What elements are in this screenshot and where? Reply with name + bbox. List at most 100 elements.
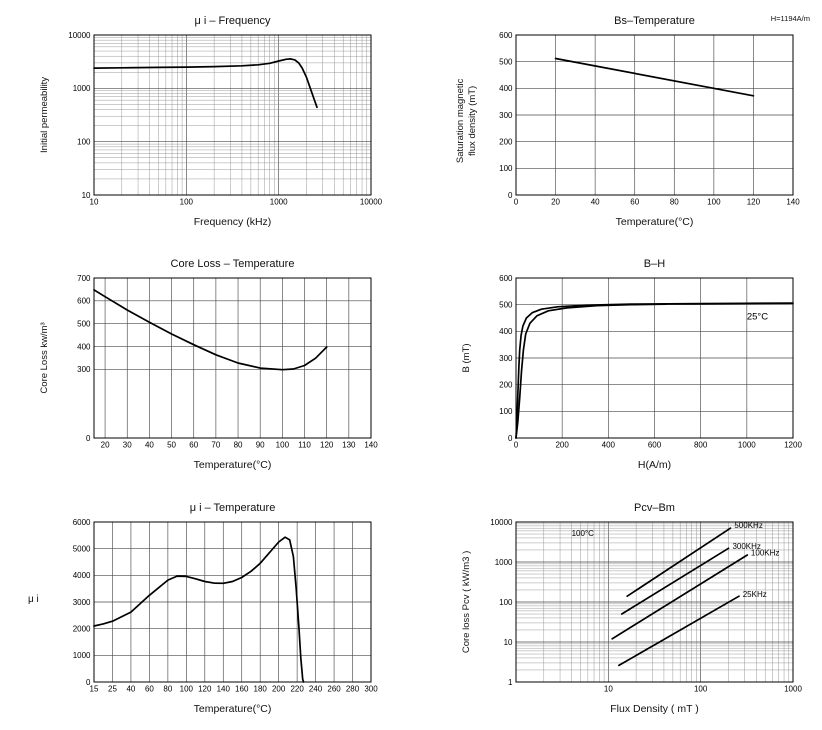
svg-text:10: 10 — [504, 637, 513, 646]
chart-title: Bs–Temperature — [614, 15, 695, 27]
svg-text:40: 40 — [126, 684, 135, 693]
svg-text:200: 200 — [272, 684, 286, 693]
plot-mu-frequency: 10 100 1000 10000 10 100 1000 10000 — [50, 29, 385, 215]
svg-text:0: 0 — [508, 191, 513, 200]
svg-text:600: 600 — [648, 441, 662, 450]
plot-mu-temperature: 15 25 40 60 80 100 120 140 160 180 200 220 240 260 280… — [50, 515, 385, 702]
chart-title: μ i – Frequency — [194, 15, 271, 27]
svg-text:0: 0 — [514, 198, 519, 207]
svg-text:500: 500 — [77, 320, 91, 329]
svg-text:100°C: 100°C — [572, 528, 595, 537]
svg-text:2000: 2000 — [73, 624, 91, 633]
chart-bs-temperature: H=1194A/m Bs–Temperature Saturation magn… — [411, 0, 822, 243]
svg-text:200: 200 — [499, 137, 513, 146]
svg-text:100: 100 — [77, 137, 91, 146]
svg-text:10000: 10000 — [360, 198, 383, 207]
y-axis-label: μ i — [28, 593, 39, 605]
svg-text:120: 120 — [747, 198, 761, 207]
svg-text:10000: 10000 — [490, 517, 513, 526]
svg-text:280: 280 — [346, 684, 360, 693]
plot-coreloss-temperature: 20 30 40 50 60 70 80 90 100 110 120 130 140 0 300 400 50… — [50, 272, 385, 458]
svg-text:400: 400 — [499, 84, 513, 93]
svg-text:400: 400 — [77, 342, 91, 351]
svg-text:5000: 5000 — [73, 544, 91, 553]
svg-text:400: 400 — [602, 441, 616, 450]
y-axis-label: Core Loss kw/m³ — [39, 322, 51, 394]
svg-text:260: 260 — [327, 684, 341, 693]
svg-text:0: 0 — [514, 441, 519, 450]
svg-text:80: 80 — [670, 198, 679, 207]
svg-text:160: 160 — [235, 684, 249, 693]
svg-text:60: 60 — [630, 198, 639, 207]
svg-text:1000: 1000 — [738, 441, 756, 450]
svg-text:180: 180 — [254, 684, 268, 693]
svg-text:50: 50 — [167, 441, 176, 450]
svg-text:10: 10 — [82, 191, 91, 200]
svg-text:220: 220 — [290, 684, 304, 693]
svg-text:20: 20 — [101, 441, 110, 450]
svg-text:0: 0 — [508, 434, 513, 443]
svg-text:60: 60 — [189, 441, 198, 450]
svg-text:600: 600 — [499, 31, 513, 40]
svg-text:600: 600 — [77, 297, 91, 306]
test-condition-note: H=1194A/m — [770, 14, 810, 23]
chart-area: Saturation magnetic flux density (mT) 0 2… — [448, 29, 807, 215]
svg-text:600: 600 — [499, 274, 513, 283]
svg-text:20: 20 — [551, 198, 560, 207]
chart-area: B (mT) 0 200 400 600 800 1000 1200 0 100 200 300 40… — [448, 272, 807, 458]
svg-text:200: 200 — [555, 441, 569, 450]
x-axis-label: Temperature(°C) — [615, 216, 694, 228]
chart-mu-temperature: μ i – Temperature μ i 15 25 40 60 80 100 120 14… — [0, 486, 411, 730]
x-axis-label: Temperature(°C) — [193, 459, 272, 471]
svg-text:300KHz: 300KHz — [732, 542, 760, 551]
svg-text:4000: 4000 — [73, 571, 91, 580]
svg-text:80: 80 — [163, 684, 172, 693]
svg-text:140: 140 — [217, 684, 231, 693]
chart-title: μ i – Temperature — [189, 501, 276, 514]
svg-text:700: 700 — [77, 274, 91, 283]
svg-text:110: 110 — [298, 441, 311, 450]
svg-text:300: 300 — [499, 111, 513, 120]
svg-text:100: 100 — [707, 198, 721, 207]
svg-text:90: 90 — [256, 441, 265, 450]
plot-b-h: 0 200 400 600 800 1000 1200 0 100 200 300 400 500 600… — [472, 272, 807, 458]
chart-coreloss-temperature: Core Loss – Temperature Core Loss kw/m³ … — [0, 243, 411, 486]
svg-text:100: 100 — [499, 597, 513, 606]
chart-title: B–H — [643, 258, 666, 270]
svg-text:120: 120 — [198, 684, 212, 693]
svg-text:300: 300 — [364, 684, 378, 693]
svg-text:1000: 1000 — [73, 651, 91, 660]
svg-text:80: 80 — [234, 441, 243, 450]
svg-text:70: 70 — [211, 441, 220, 450]
svg-text:40: 40 — [145, 441, 154, 450]
plot-pcv-bm: 10 100 1000 1 10 100 1000 10000 100°C 500KHz 300KH… — [472, 515, 807, 702]
svg-text:100: 100 — [694, 684, 708, 693]
svg-text:500KHz: 500KHz — [734, 521, 762, 530]
chart-title: Pcv–Bm — [634, 501, 675, 514]
y-axis-label: Saturation magnetic flux density (mT) — [455, 78, 478, 164]
svg-text:300: 300 — [77, 365, 91, 374]
y-axis-label: Initial permeability — [39, 76, 51, 153]
svg-text:240: 240 — [309, 684, 323, 693]
svg-text:10: 10 — [604, 684, 613, 693]
svg-text:300: 300 — [499, 354, 513, 363]
x-axis-label: H(A/m) — [637, 459, 672, 471]
svg-text:400: 400 — [499, 327, 513, 336]
plot-bs-temperature: 0 20 40 60 80 100 120 140 0 100 200 300 400 500 600 — [472, 29, 807, 215]
svg-text:0: 0 — [86, 677, 91, 686]
chart-area: μ i 15 25 40 60 80 100 120 140 160 180 200 220 240 26… — [26, 515, 385, 702]
chart-pcv-bm: Pcv–Bm Core loss Pcv ( kW/m3 ) 10 100 1000… — [411, 486, 822, 730]
y-axis-label: B (mT) — [461, 343, 473, 373]
svg-text:60: 60 — [145, 684, 154, 693]
svg-text:10: 10 — [90, 198, 99, 207]
svg-text:800: 800 — [694, 441, 708, 450]
svg-text:100: 100 — [180, 684, 194, 693]
svg-text:40: 40 — [591, 198, 600, 207]
chart-title: Core Loss – Temperature — [170, 258, 295, 270]
chart-area: Core Loss kw/m³ 20 30 40 50 60 70 80 90 100 110 12… — [26, 272, 385, 458]
svg-text:3000: 3000 — [73, 597, 91, 606]
chart-b-h: B–H B (mT) 0 200 400 600 800 1000 1200 0 100 200 3… — [411, 243, 822, 486]
svg-text:500: 500 — [499, 300, 513, 309]
svg-text:200: 200 — [499, 380, 513, 389]
